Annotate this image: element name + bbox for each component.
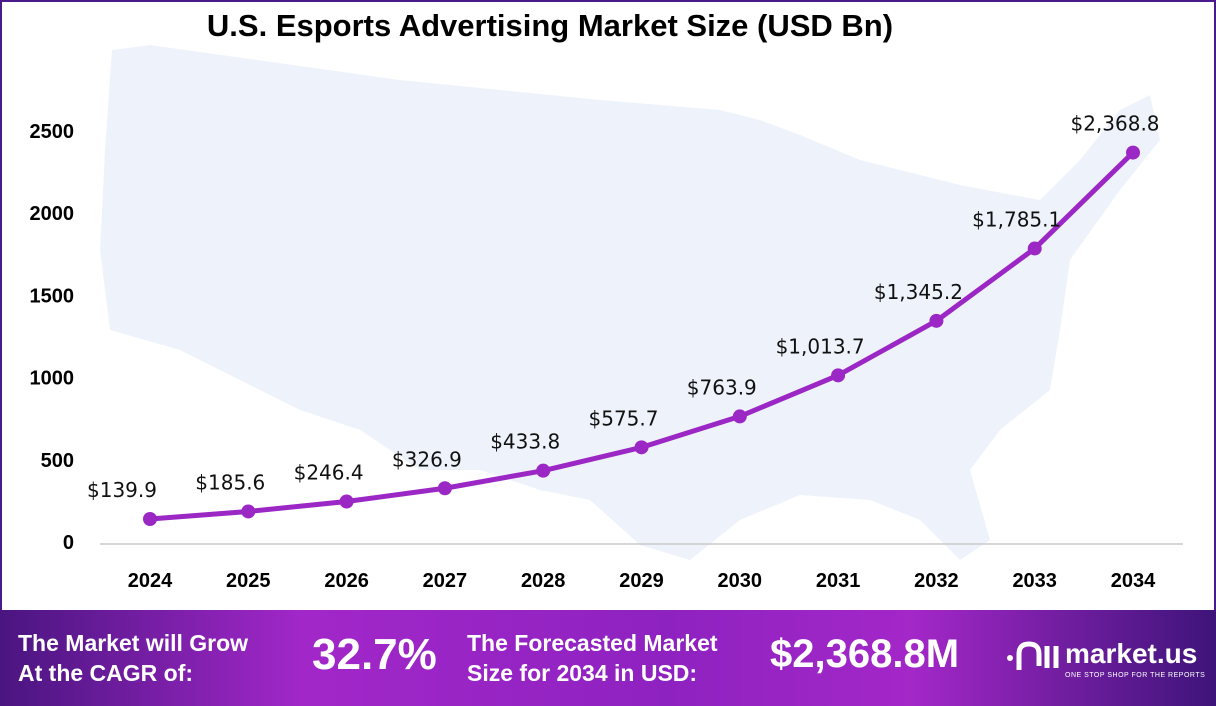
data-point — [241, 504, 256, 519]
summary-banner: The Market will Grow At the CAGR of: 32.… — [0, 610, 1216, 706]
forecast-label-line-1: The Forecasted Market — [467, 630, 718, 656]
line-chart: 0 500 1000 1500 2000 2500 2024 2025 2026 2027 2028… — [30, 45, 1183, 592]
data-label: $575.7 — [589, 406, 659, 430]
data-label: $139.9 — [87, 478, 157, 502]
forecast-value: $2,368.8M — [770, 632, 960, 676]
data-label: $2,368.8 — [1070, 112, 1159, 136]
x-tick-label: 2028 — [521, 570, 566, 592]
data-point — [143, 512, 157, 527]
x-tick-label: 2026 — [324, 570, 369, 592]
y-tick-label: 1500 — [30, 285, 75, 307]
data-label: $1,013.7 — [776, 334, 865, 358]
cagr-value: 32.7% — [312, 630, 437, 679]
data-label: $185.6 — [195, 470, 265, 494]
y-tick-label: 0 — [63, 532, 74, 554]
y-tick-label: 2000 — [30, 203, 75, 225]
forecast-label-line-2: Size for 2034 in USD: — [467, 660, 698, 686]
x-tick-label: 2034 — [1111, 570, 1156, 592]
data-label: $326.9 — [392, 447, 462, 471]
y-tick-label: 2500 — [30, 121, 75, 143]
data-label: $763.9 — [687, 375, 757, 399]
cagr-label: The Market will Grow At the CAGR of: — [18, 628, 248, 688]
chart-title: U.S. Esports Advertising Market Size (US… — [206, 8, 894, 43]
market-us-logo: market.us ONE STOP SHOP FOR THE REPORTS — [1005, 636, 1205, 685]
data-label: $433.8 — [490, 430, 560, 454]
y-tick-label: 1000 — [30, 368, 75, 390]
x-tick-label: 2029 — [619, 570, 664, 592]
forecast-label: The Forecasted Market Size for 2034 in U… — [467, 628, 718, 688]
cagr-label-line-1: The Market will Grow — [18, 630, 249, 656]
data-point — [536, 463, 551, 478]
data-point — [437, 481, 452, 496]
data-point — [929, 313, 944, 328]
data-point — [1126, 145, 1140, 160]
brand-tagline: ONE STOP SHOP FOR THE REPORTS — [1065, 672, 1206, 679]
data-point — [1027, 241, 1042, 256]
x-tick-label: 2027 — [423, 570, 468, 592]
data-point — [634, 440, 649, 455]
brand-name: market.us — [1065, 638, 1198, 669]
x-tick-label: 2025 — [226, 570, 271, 592]
data-label: $246.4 — [294, 460, 364, 484]
cagr-label-line-2: At the CAGR of: — [18, 660, 194, 686]
x-tick-label: 2032 — [914, 570, 959, 592]
x-tick-label: 2033 — [1012, 570, 1057, 592]
x-tick-label: 2030 — [718, 570, 763, 592]
us-map-background — [100, 45, 1160, 560]
data-point — [339, 494, 354, 509]
data-point — [732, 409, 747, 424]
data-label: $1,345.2 — [874, 280, 963, 304]
data-point — [831, 368, 846, 383]
data-label: $1,785.1 — [972, 208, 1061, 232]
y-tick-label: 500 — [41, 450, 74, 472]
x-tick-label: 2024 — [128, 570, 173, 592]
market-us-logo-icon — [1007, 641, 1059, 670]
x-tick-label: 2031 — [816, 570, 861, 592]
